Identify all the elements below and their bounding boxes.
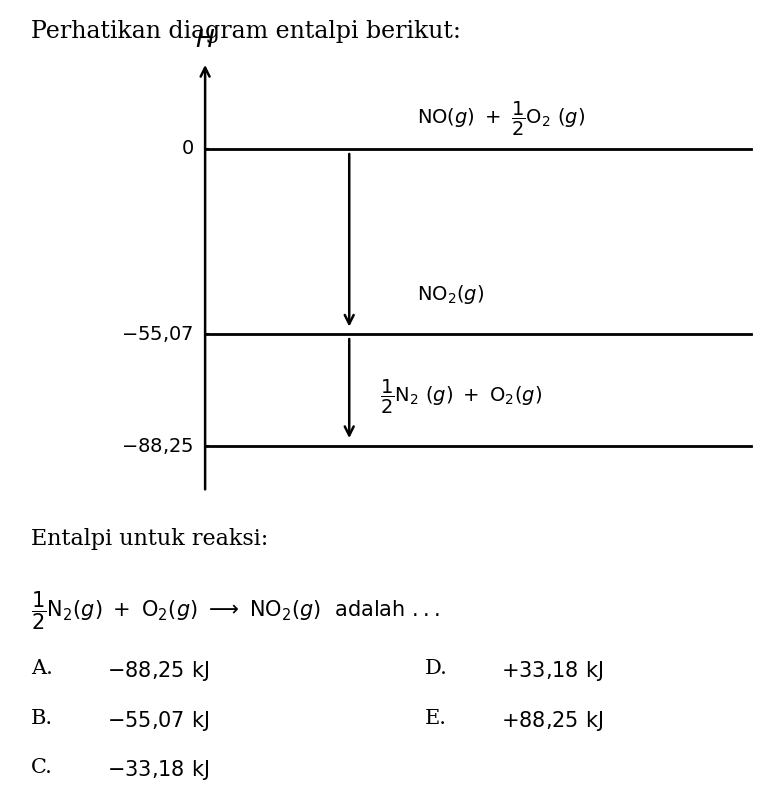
Text: $-88{,}25$: $-88{,}25$ bbox=[122, 436, 194, 456]
Text: $-55{,}07\ \mathrm{kJ}$: $-55{,}07\ \mathrm{kJ}$ bbox=[107, 709, 209, 733]
Text: B.: B. bbox=[31, 709, 53, 727]
Text: $-88{,}25\ \mathrm{kJ}$: $-88{,}25\ \mathrm{kJ}$ bbox=[107, 659, 209, 683]
Text: $-33{,}18\ \mathrm{kJ}$: $-33{,}18\ \mathrm{kJ}$ bbox=[107, 758, 209, 783]
Text: E.: E. bbox=[425, 709, 447, 727]
Text: $\dfrac{1}{2}\mathrm{N}_2(g)\ +\ \mathrm{O}_2(g)\ \longrightarrow\ \mathrm{NO}_2: $\dfrac{1}{2}\mathrm{N}_2(g)\ +\ \mathrm… bbox=[31, 589, 439, 632]
Text: $\mathrm{NO}(g)\ +\ \dfrac{1}{2}\mathrm{O}_2\ (g)$: $\mathrm{NO}(g)\ +\ \dfrac{1}{2}\mathrm{… bbox=[417, 101, 585, 138]
Text: C.: C. bbox=[31, 758, 53, 778]
Text: A.: A. bbox=[31, 659, 53, 678]
Text: D.: D. bbox=[425, 659, 448, 678]
Text: $+88{,}25\ \mathrm{kJ}$: $+88{,}25\ \mathrm{kJ}$ bbox=[501, 709, 603, 733]
Text: $-55{,}07$: $-55{,}07$ bbox=[122, 324, 194, 345]
Text: $\dfrac{1}{2}\mathrm{N}_2\ (g)\ +\ \mathrm{O}_2(g)$: $\dfrac{1}{2}\mathrm{N}_2\ (g)\ +\ \math… bbox=[379, 378, 542, 416]
Text: $H$: $H$ bbox=[195, 29, 215, 52]
Text: Perhatikan diagram entalpi berikut:: Perhatikan diagram entalpi berikut: bbox=[31, 20, 461, 43]
Text: $0$: $0$ bbox=[181, 140, 194, 158]
Text: $+33{,}18\ \mathrm{kJ}$: $+33{,}18\ \mathrm{kJ}$ bbox=[501, 659, 603, 683]
Text: Entalpi untuk reaksi:: Entalpi untuk reaksi: bbox=[31, 528, 268, 550]
Text: $\mathrm{NO}_2(g)$: $\mathrm{NO}_2(g)$ bbox=[417, 283, 485, 306]
